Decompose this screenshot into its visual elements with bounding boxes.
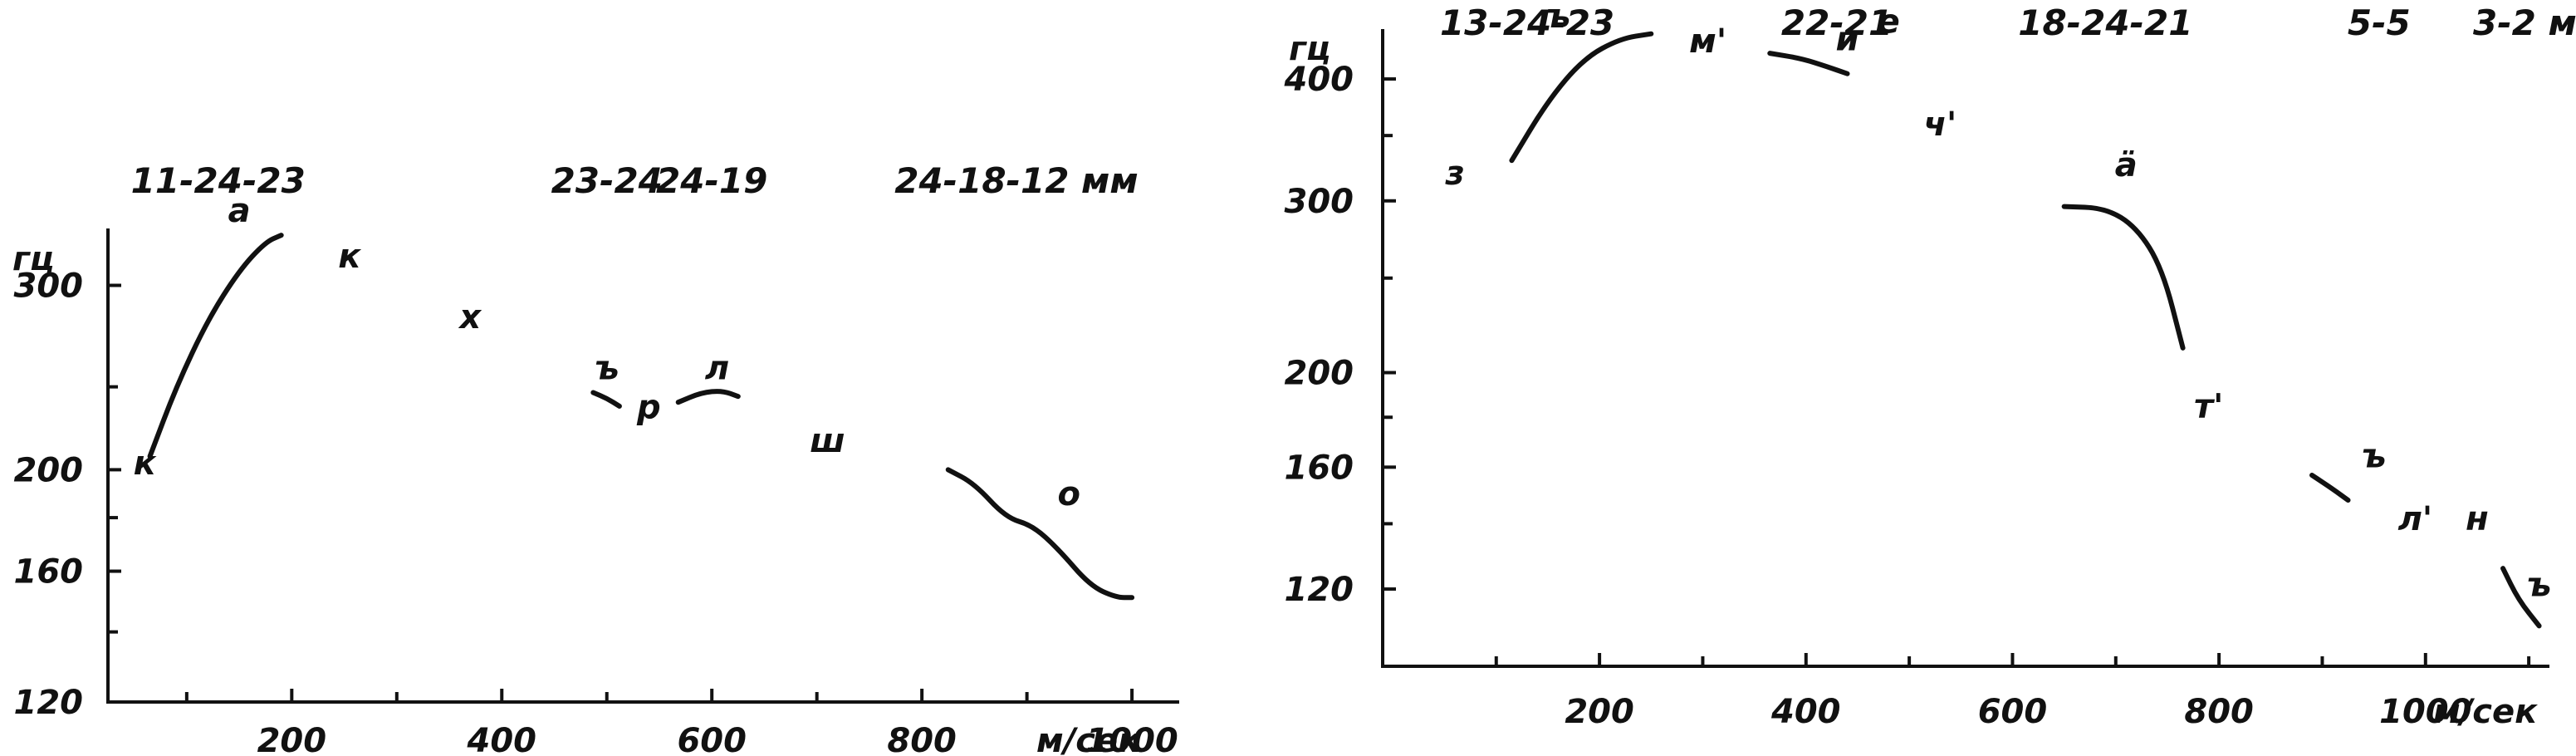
x-tick-label: 600 bbox=[1978, 693, 2048, 731]
y-tick-label: 160 bbox=[1285, 449, 1354, 487]
header-label: 11-24-23 bbox=[131, 160, 306, 201]
annotation-label: ъ bbox=[2527, 567, 2552, 605]
header-label: 22-21 bbox=[1781, 2, 1893, 43]
series-curve bbox=[675, 389, 741, 405]
annotation-label: л' bbox=[2398, 500, 2433, 538]
header-label: 18-24-21 bbox=[2018, 2, 2192, 43]
x-tick-label: 800 bbox=[2184, 693, 2254, 731]
series-curve bbox=[945, 467, 1135, 601]
series-curve bbox=[590, 390, 622, 409]
annotation-label: т' bbox=[2194, 387, 2223, 425]
y-tick-label: 200 bbox=[1285, 355, 1354, 393]
annotation-label: ъ bbox=[595, 350, 620, 388]
y-axis-label: гц bbox=[1289, 30, 1331, 68]
annotation-label: л bbox=[705, 350, 729, 388]
annotation-label: о bbox=[1057, 475, 1080, 513]
annotation-label: ъ bbox=[2362, 437, 2387, 475]
annotation-label: ä bbox=[2115, 146, 2138, 184]
annotation-label: а bbox=[228, 192, 251, 230]
annotation-label: ъ bbox=[1545, 0, 1570, 36]
x-tick-label: 1000 bbox=[2379, 693, 2471, 731]
left-chart: 120 160 200 300 200 400 600 800 1000 гц м/сек 11-24… bbox=[12, 160, 1179, 756]
series-curve bbox=[2061, 204, 2186, 351]
series-curve bbox=[2309, 472, 2351, 503]
y-tick-label: 400 bbox=[1284, 61, 1354, 99]
axes-lines bbox=[1381, 29, 2549, 668]
y-tick-label: 300 bbox=[1285, 183, 1354, 221]
header-label: 5-5 bbox=[2348, 2, 2411, 43]
axes-lines bbox=[106, 228, 1179, 704]
x-axis-label: м/сек bbox=[1036, 722, 1141, 756]
series-curve bbox=[1767, 51, 1850, 76]
y-tick-label: 120 bbox=[14, 684, 84, 722]
annotation-label: х bbox=[458, 298, 482, 336]
header-label: 13-24-23 bbox=[1440, 2, 1614, 43]
series-curve bbox=[2500, 566, 2542, 629]
annotation-label: е bbox=[1878, 3, 1900, 42]
annotation-label: р bbox=[636, 388, 661, 426]
x-axis-label: м/сек bbox=[2433, 693, 2538, 731]
right-chart: 120 160 200 300 400 200 400 600 800 1000 гц м/сек 13… bbox=[1284, 0, 2576, 731]
x-tick-label: 600 bbox=[677, 722, 747, 756]
annotation-label: и bbox=[1835, 21, 1859, 59]
series-curve bbox=[1509, 31, 1654, 164]
annotation-label: к bbox=[338, 238, 361, 276]
annotation-label: ч' bbox=[1924, 106, 1957, 144]
y-tick-label: 200 bbox=[14, 451, 84, 489]
y-tick-label: 120 bbox=[1285, 571, 1354, 609]
y-axis-label: гц bbox=[12, 240, 55, 278]
x-tick-label: 400 bbox=[1770, 693, 1841, 731]
annotation-label: к bbox=[134, 444, 157, 483]
annotation-label: н bbox=[2466, 500, 2489, 538]
series-curve bbox=[147, 233, 284, 459]
x-tick-label: 800 bbox=[887, 722, 957, 756]
header-label: 24-19 bbox=[656, 160, 767, 201]
x-tick-label: 200 bbox=[1565, 693, 1634, 731]
header-label: 3-2 мм bbox=[2473, 2, 2576, 43]
y-tick-label: 160 bbox=[14, 553, 84, 592]
annotation-label: ш bbox=[810, 422, 845, 460]
header-label: 24-18-12 мм bbox=[894, 160, 1139, 201]
header-label: 23-24 bbox=[551, 160, 663, 201]
annotation-label: з bbox=[1444, 155, 1464, 193]
y-tick-label: 300 bbox=[14, 268, 84, 306]
x-tick-label: 1000 bbox=[1085, 722, 1178, 756]
annotation-label: м' bbox=[1689, 22, 1726, 61]
x-tick-label: 400 bbox=[467, 722, 537, 756]
x-tick-label: 200 bbox=[257, 722, 327, 756]
